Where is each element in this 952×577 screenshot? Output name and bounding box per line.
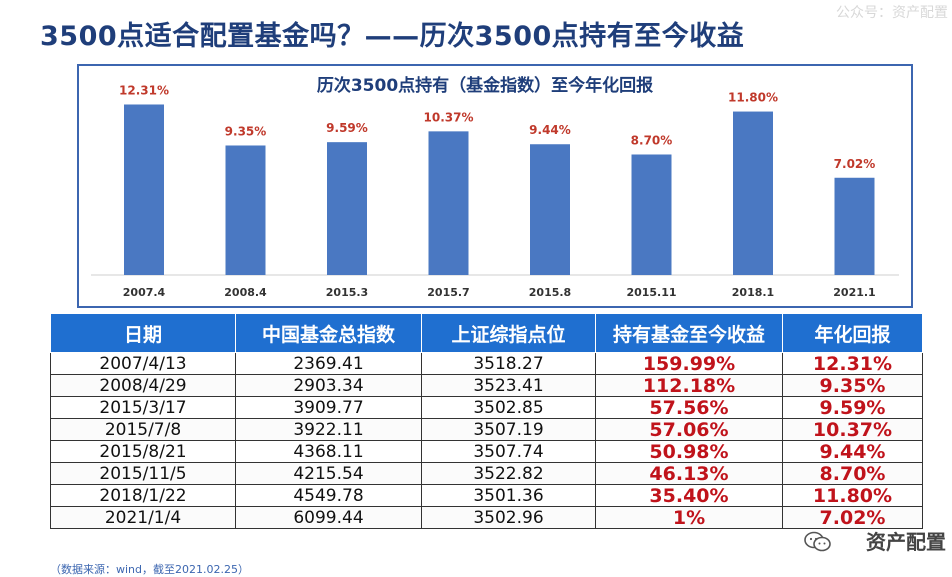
watermark-text: 公众号：资产配置 [836,5,948,21]
bar-chart-panel: 历次3500点持有（基金指数）至今年化回报 12.31% 2007.4 9.35% 2… [77,64,913,308]
cell-holding-return: 1% [595,506,783,529]
table-row: 2018/1/22 4549.78 3501.36 35.40% 11.80% [50,484,923,507]
bar-value-label: 12.31% [119,83,169,97]
header-fund-index: 中国基金总指数 [235,313,422,353]
cell-holding-return: 112.18% [595,374,783,397]
cell-date: 2015/11/5 [50,462,236,485]
bar [327,142,367,275]
table-row: 2015/7/8 3922.11 3507.19 57.06% 10.37% [50,418,923,441]
cell-fund-index: 4215.54 [235,462,422,485]
bar [834,177,875,275]
x-tick-label: 2015.8 [529,286,571,299]
cell-sse-index: 3523.41 [421,374,596,397]
cell-sse-index: 3507.74 [421,440,596,463]
chart-title: 历次3500点持有（基金指数）至今年化回报 [317,75,653,96]
x-tick-label: 2015.11 [626,286,676,299]
x-tick-label: 2015.7 [427,286,469,299]
cell-fund-index: 6099.44 [235,506,422,529]
table-row: 2015/3/17 3909.77 3502.85 57.56% 9.59% [50,396,923,419]
cell-date: 2015/7/8 [50,418,236,441]
table-row: 2008/4/29 2903.34 3523.41 112.18% 9.35% [50,374,923,397]
bar-value-label: 9.35% [225,124,267,138]
cell-sse-index: 3502.85 [421,396,596,419]
cell-annualized-return: 9.44% [782,440,923,463]
cell-fund-index: 4549.78 [235,484,422,507]
table-header-row: 日期 中国基金总指数 上证综指点位 持有基金至今收益 年化回报 [50,313,923,353]
source-note: （数据来源：wind，截至2021.02.25） [50,563,249,576]
cell-fund-index: 4368.11 [235,440,422,463]
table-row: 2015/11/5 4215.54 3522.82 46.13% 8.70% [50,462,923,485]
bar [733,111,773,275]
cell-date: 2015/8/21 [50,440,236,463]
cell-date: 2008/4/29 [50,374,236,397]
cell-date: 2021/1/4 [50,506,236,529]
bottom-watermark: 资产配置 [866,530,946,554]
cell-annualized-return: 8.70% [782,462,923,485]
cell-holding-return: 57.56% [595,396,783,419]
x-tick-label: 2021.1 [833,286,875,299]
bar [530,144,570,275]
returns-table: 日期 中国基金总指数 上证综指点位 持有基金至今收益 年化回报 2007/4/1… [50,313,923,529]
cell-sse-index: 3522.82 [421,462,596,485]
x-tick-label: 2018.1 [732,286,774,299]
wechat-icon [804,531,831,552]
header-holding-return: 持有基金至今收益 [595,313,783,353]
bar [428,131,469,275]
cell-annualized-return: 11.80% [782,484,923,507]
bar-value-label: 11.80% [728,91,778,105]
cell-holding-return: 50.98% [595,440,783,463]
bar [225,145,266,275]
cell-fund-index: 3922.11 [235,418,422,441]
header-sse-index: 上证综指点位 [421,313,596,353]
bar-chart: 历次3500点持有（基金指数）至今年化回报 12.31% 2007.4 9.35% 2… [91,75,899,299]
bar [631,154,672,275]
table-row: 2021/1/4 6099.44 3502.96 1% 7.02% [50,506,923,529]
cell-annualized-return: 9.59% [782,396,923,419]
table-row: 2007/4/13 2369.41 3518.27 159.99% 12.31% [50,352,923,375]
bar [124,104,164,275]
cell-date: 2007/4/13 [50,352,236,375]
bar-value-label: 10.37% [424,110,474,124]
cell-fund-index: 3909.77 [235,396,422,419]
header-date: 日期 [50,313,236,353]
cell-sse-index: 3502.96 [421,506,596,529]
cell-sse-index: 3518.27 [421,352,596,375]
header-annualized-return: 年化回报 [782,313,923,353]
cell-holding-return: 46.13% [595,462,783,485]
cell-annualized-return: 7.02% [782,506,923,529]
cell-annualized-return: 12.31% [782,352,923,375]
bar-value-label: 9.59% [326,121,368,135]
page-title: 3500点适合配置基金吗？——历次3500点持有至今收益 [40,21,745,52]
cell-fund-index: 2369.41 [235,352,422,375]
x-tick-label: 2007.4 [123,286,166,299]
cell-holding-return: 57.06% [595,418,783,441]
cell-holding-return: 35.40% [595,484,783,507]
bar-value-label: 9.44% [529,123,571,137]
cell-annualized-return: 10.37% [782,418,923,441]
bar-value-label: 8.70% [631,133,673,147]
cell-sse-index: 3507.19 [421,418,596,441]
cell-holding-return: 159.99% [595,352,783,375]
table-row: 2015/8/21 4368.11 3507.74 50.98% 9.44% [50,440,923,463]
x-tick-label: 2015.3 [326,286,368,299]
cell-fund-index: 2903.34 [235,374,422,397]
cell-sse-index: 3501.36 [421,484,596,507]
x-tick-label: 2008.4 [224,286,267,299]
cell-date: 2018/1/22 [50,484,236,507]
bar-value-label: 7.02% [834,157,876,171]
cell-date: 2015/3/17 [50,396,236,419]
cell-annualized-return: 9.35% [782,374,923,397]
